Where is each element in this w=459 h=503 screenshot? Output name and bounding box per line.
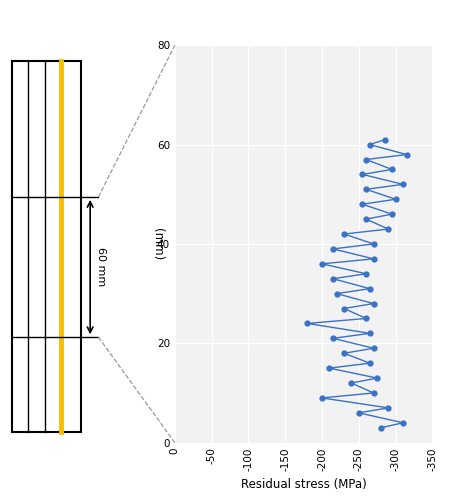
Y-axis label: (mm): (mm) [151,228,164,260]
X-axis label: Residual stress (MPa): Residual stress (MPa) [240,478,366,491]
Text: 60 mm: 60 mm [95,247,106,287]
Bar [11,61,80,432]
